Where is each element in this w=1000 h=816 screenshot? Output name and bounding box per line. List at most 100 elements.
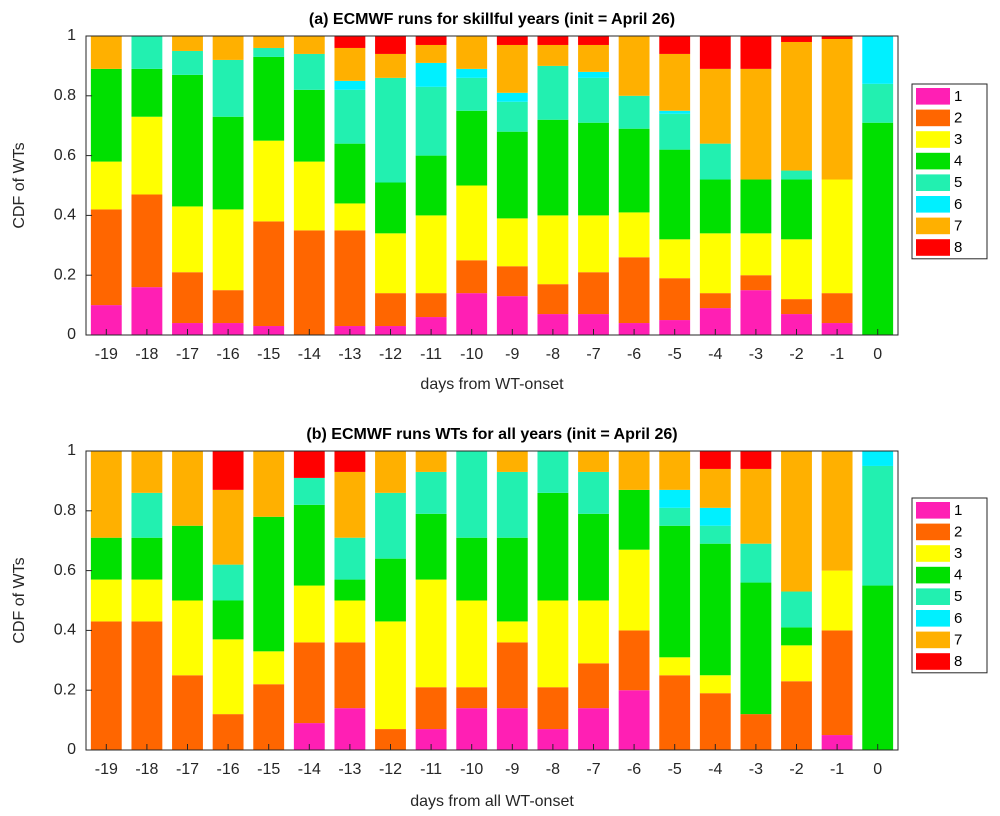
x-tick-label: -8 <box>546 346 560 363</box>
bar-segment <box>172 50 203 75</box>
bar-segment <box>781 645 812 682</box>
bar-segment <box>781 239 812 300</box>
bar-segment <box>415 513 447 580</box>
chart-title: (b) ECMWF runs WTs for all years (init =… <box>306 426 677 443</box>
bar-segment <box>415 155 447 216</box>
legend-label: 7 <box>954 217 962 234</box>
bar-segment <box>578 36 609 45</box>
bar-segment <box>699 543 731 676</box>
bar-segment <box>253 140 285 222</box>
bar-segment <box>699 36 731 69</box>
legend-label: 6 <box>954 610 962 627</box>
legend-label: 1 <box>954 88 962 105</box>
x-tick-label: -19 <box>95 346 118 363</box>
bar-segment <box>659 525 691 658</box>
legend-label: 6 <box>954 196 962 213</box>
bar-segment <box>537 729 569 750</box>
axes-box <box>85 35 899 336</box>
legend-swatch <box>916 588 950 605</box>
bar-segment <box>781 179 812 240</box>
bar-segment <box>253 36 285 48</box>
bar-segment <box>578 215 609 273</box>
bar-segment <box>90 36 122 69</box>
bar-segment <box>699 179 731 234</box>
bar-segment <box>578 663 609 709</box>
bar-segment <box>496 621 528 643</box>
x-tick-label: -5 <box>668 346 682 363</box>
bar-segment <box>496 44 528 93</box>
bar-segment <box>172 600 203 676</box>
legend-label: 4 <box>954 567 962 584</box>
bar-segment <box>659 149 691 240</box>
x-tick-label: -11 <box>420 761 442 778</box>
y-tick-label: 0.8 <box>54 87 76 104</box>
bar-segment <box>862 36 894 84</box>
bar-segment <box>334 708 366 750</box>
bar-segment <box>496 296 528 335</box>
bar-segment <box>131 451 163 493</box>
x-tick-label: -9 <box>505 761 519 778</box>
bar-segment <box>578 272 609 315</box>
bar-segment <box>456 293 488 335</box>
bar-segment <box>659 53 691 111</box>
bar-segment <box>415 317 447 335</box>
chart-title: (a) ECMWF runs for skillful years (init … <box>309 11 675 28</box>
bar-segment <box>578 708 609 750</box>
bar-segment <box>293 53 325 90</box>
bar-segment <box>821 451 853 571</box>
y-tick-label: 0.6 <box>54 147 76 164</box>
bar-segment <box>618 95 650 129</box>
bar-segment <box>821 570 853 631</box>
bar-segment <box>699 468 731 508</box>
bar-segment <box>740 543 772 583</box>
bar-segment <box>293 36 325 54</box>
bar-segment <box>699 507 731 526</box>
x-tick-label: -16 <box>217 761 240 778</box>
legend-swatch <box>916 502 950 519</box>
bar-segment <box>456 77 488 111</box>
x-axis-label: days from WT-onset <box>420 376 564 393</box>
y-tick-label: 0 <box>67 326 76 343</box>
x-tick-label: -10 <box>460 346 483 363</box>
x-tick-label: -2 <box>789 346 803 363</box>
bar-segment <box>253 684 285 750</box>
bar-segment <box>90 579 122 622</box>
bar-segment <box>212 564 244 601</box>
bar-segment <box>375 558 406 622</box>
bar-segment <box>375 451 406 493</box>
bar-segment <box>740 233 772 276</box>
legend-label: 2 <box>954 109 962 126</box>
bar-segment <box>821 293 853 324</box>
bar-segment <box>375 182 406 234</box>
bar-segment <box>537 687 569 730</box>
bar-segment <box>131 116 163 195</box>
bar-segment <box>375 36 406 54</box>
bar-segment <box>578 513 609 601</box>
y-tick-label: 0.2 <box>54 681 76 698</box>
bar-segment <box>740 68 772 180</box>
x-tick-label: -6 <box>627 346 641 363</box>
bar-segment <box>618 690 650 750</box>
legend-swatch <box>916 152 950 170</box>
bar-segment <box>456 110 488 186</box>
bar-segment <box>821 630 853 736</box>
y-tick-label: 0.2 <box>54 266 76 283</box>
bar-segment <box>334 230 366 327</box>
x-tick-label: -13 <box>338 346 361 363</box>
bar-segment <box>862 451 894 466</box>
bar-segment <box>334 143 366 204</box>
bar-segment <box>659 110 691 114</box>
bar-segment <box>293 230 325 335</box>
legend-swatch <box>916 196 950 213</box>
bar-segment <box>415 293 447 318</box>
bar-segment <box>172 525 203 601</box>
bar-segment <box>131 621 163 750</box>
bar-segment <box>172 451 203 526</box>
bar-segment <box>456 68 488 78</box>
bar-segment <box>334 537 366 580</box>
bar-segment <box>293 451 325 478</box>
bar-segment <box>212 600 244 640</box>
bar-segment <box>496 537 528 622</box>
bar-segment <box>415 62 447 87</box>
